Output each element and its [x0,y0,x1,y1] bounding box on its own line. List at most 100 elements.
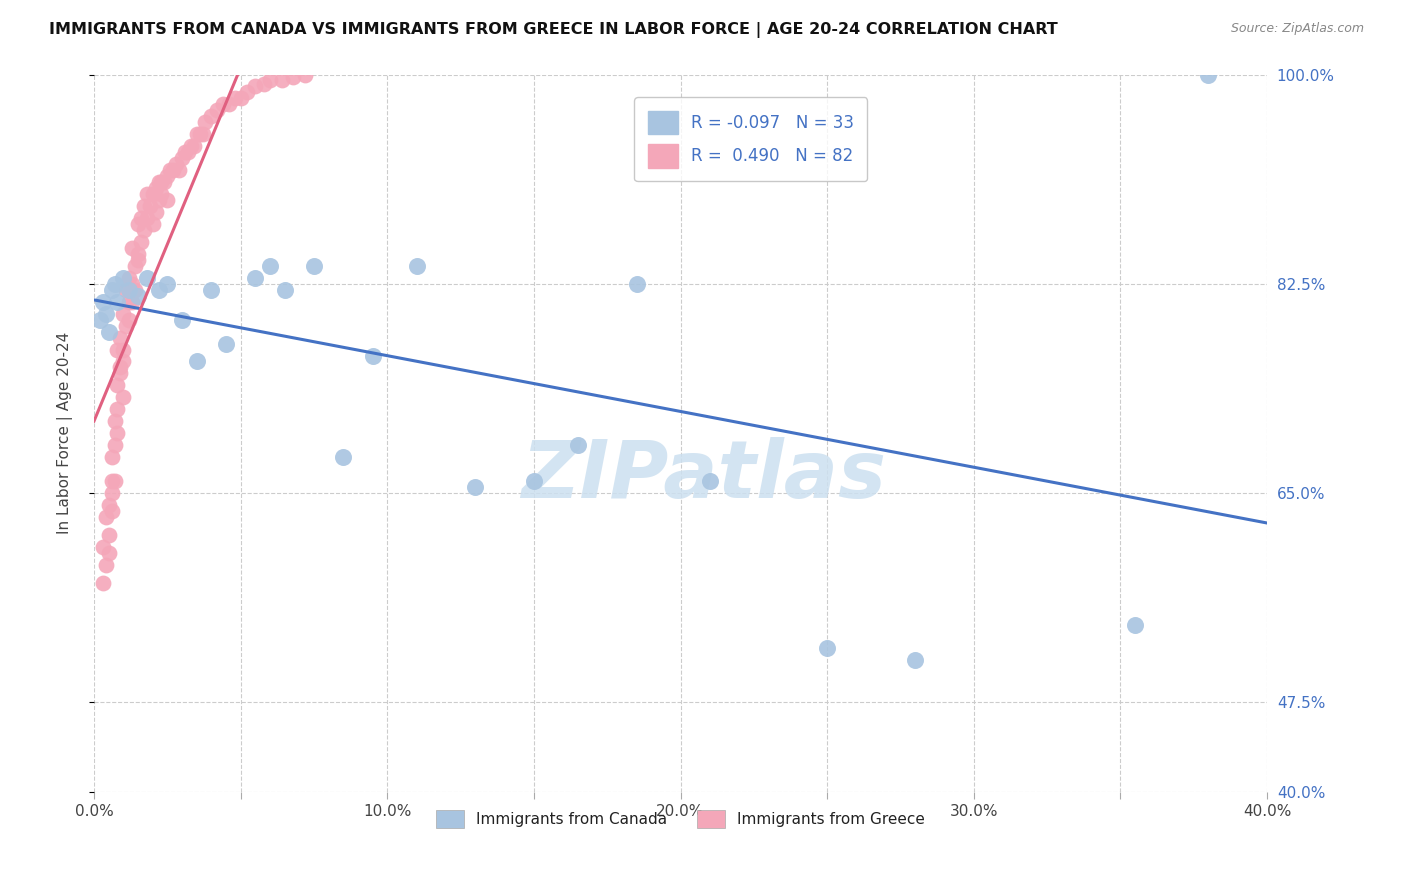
Text: IMMIGRANTS FROM CANADA VS IMMIGRANTS FROM GREECE IN LABOR FORCE | AGE 20-24 CORR: IMMIGRANTS FROM CANADA VS IMMIGRANTS FRO… [49,22,1057,38]
Point [110,330,132,344]
Point [103,438,125,452]
Point [112,390,135,404]
Point [107,343,129,357]
Point [118,270,141,285]
Point [162,163,184,178]
Point [150,187,173,202]
Point [1123,617,1146,632]
Point [127,289,149,303]
Point [188,128,211,142]
Y-axis label: In Labor Force | Age 20-24: In Labor Force | Age 20-24 [58,332,73,534]
Point [100,474,122,488]
Point [115,318,138,333]
Point [170,312,193,326]
Point [215,336,238,351]
Point [156,193,179,207]
Point [94,307,117,321]
Point [145,181,167,195]
Point [124,259,146,273]
Point [205,103,228,118]
Point [294,68,316,82]
Point [1197,68,1219,82]
Point [273,283,295,297]
Point [103,414,125,428]
Point [97,528,120,542]
Point [523,474,546,488]
Point [156,169,179,183]
Point [97,325,120,339]
Point [200,109,222,123]
Point [904,653,927,667]
Point [167,163,190,178]
Point [270,73,292,87]
Legend: Immigrants from Canada, Immigrants from Greece: Immigrants from Canada, Immigrants from … [430,804,931,835]
Text: ZIPatlas: ZIPatlas [522,437,887,516]
Point [112,354,135,368]
Point [129,211,152,225]
Point [91,575,114,590]
Point [212,97,235,112]
Point [89,312,111,326]
Point [229,91,252,105]
Point [626,277,648,291]
Point [302,259,325,273]
Point [567,438,589,452]
Point [132,199,155,213]
Point [132,223,155,237]
Point [129,235,152,249]
Point [180,139,202,153]
Point [100,450,122,465]
Point [165,157,187,171]
Point [283,70,305,84]
Point [121,277,143,291]
Point [107,402,129,417]
Point [150,175,173,189]
Point [153,175,176,189]
Point [94,510,117,524]
Point [115,283,138,297]
Point [97,546,120,560]
Point [699,474,721,488]
Point [107,294,129,309]
Point [100,486,122,500]
Point [135,211,157,225]
Point [97,498,120,512]
Point [148,175,170,189]
Point [332,450,354,465]
Point [118,283,141,297]
Point [91,540,114,554]
Point [135,270,157,285]
Point [148,283,170,297]
Point [121,294,143,309]
Point [183,139,205,153]
Point [103,277,125,291]
Point [253,77,276,91]
Point [218,97,240,112]
Point [100,283,122,297]
Point [112,307,135,321]
Point [156,277,179,291]
Point [135,187,157,202]
Point [405,259,427,273]
Point [464,480,486,494]
Point [103,474,125,488]
Point [174,145,197,160]
Point [170,151,193,165]
Point [235,86,257,100]
Point [124,283,146,297]
Point [112,343,135,357]
Point [186,128,208,142]
Point [259,259,281,273]
Point [145,205,167,219]
Point [112,270,135,285]
Point [127,252,149,267]
Point [200,283,222,297]
Point [118,312,141,326]
Point [259,73,281,87]
Point [107,378,129,392]
Point [159,163,181,178]
Point [107,426,129,441]
Point [224,91,246,105]
Point [148,193,170,207]
Point [138,199,160,213]
